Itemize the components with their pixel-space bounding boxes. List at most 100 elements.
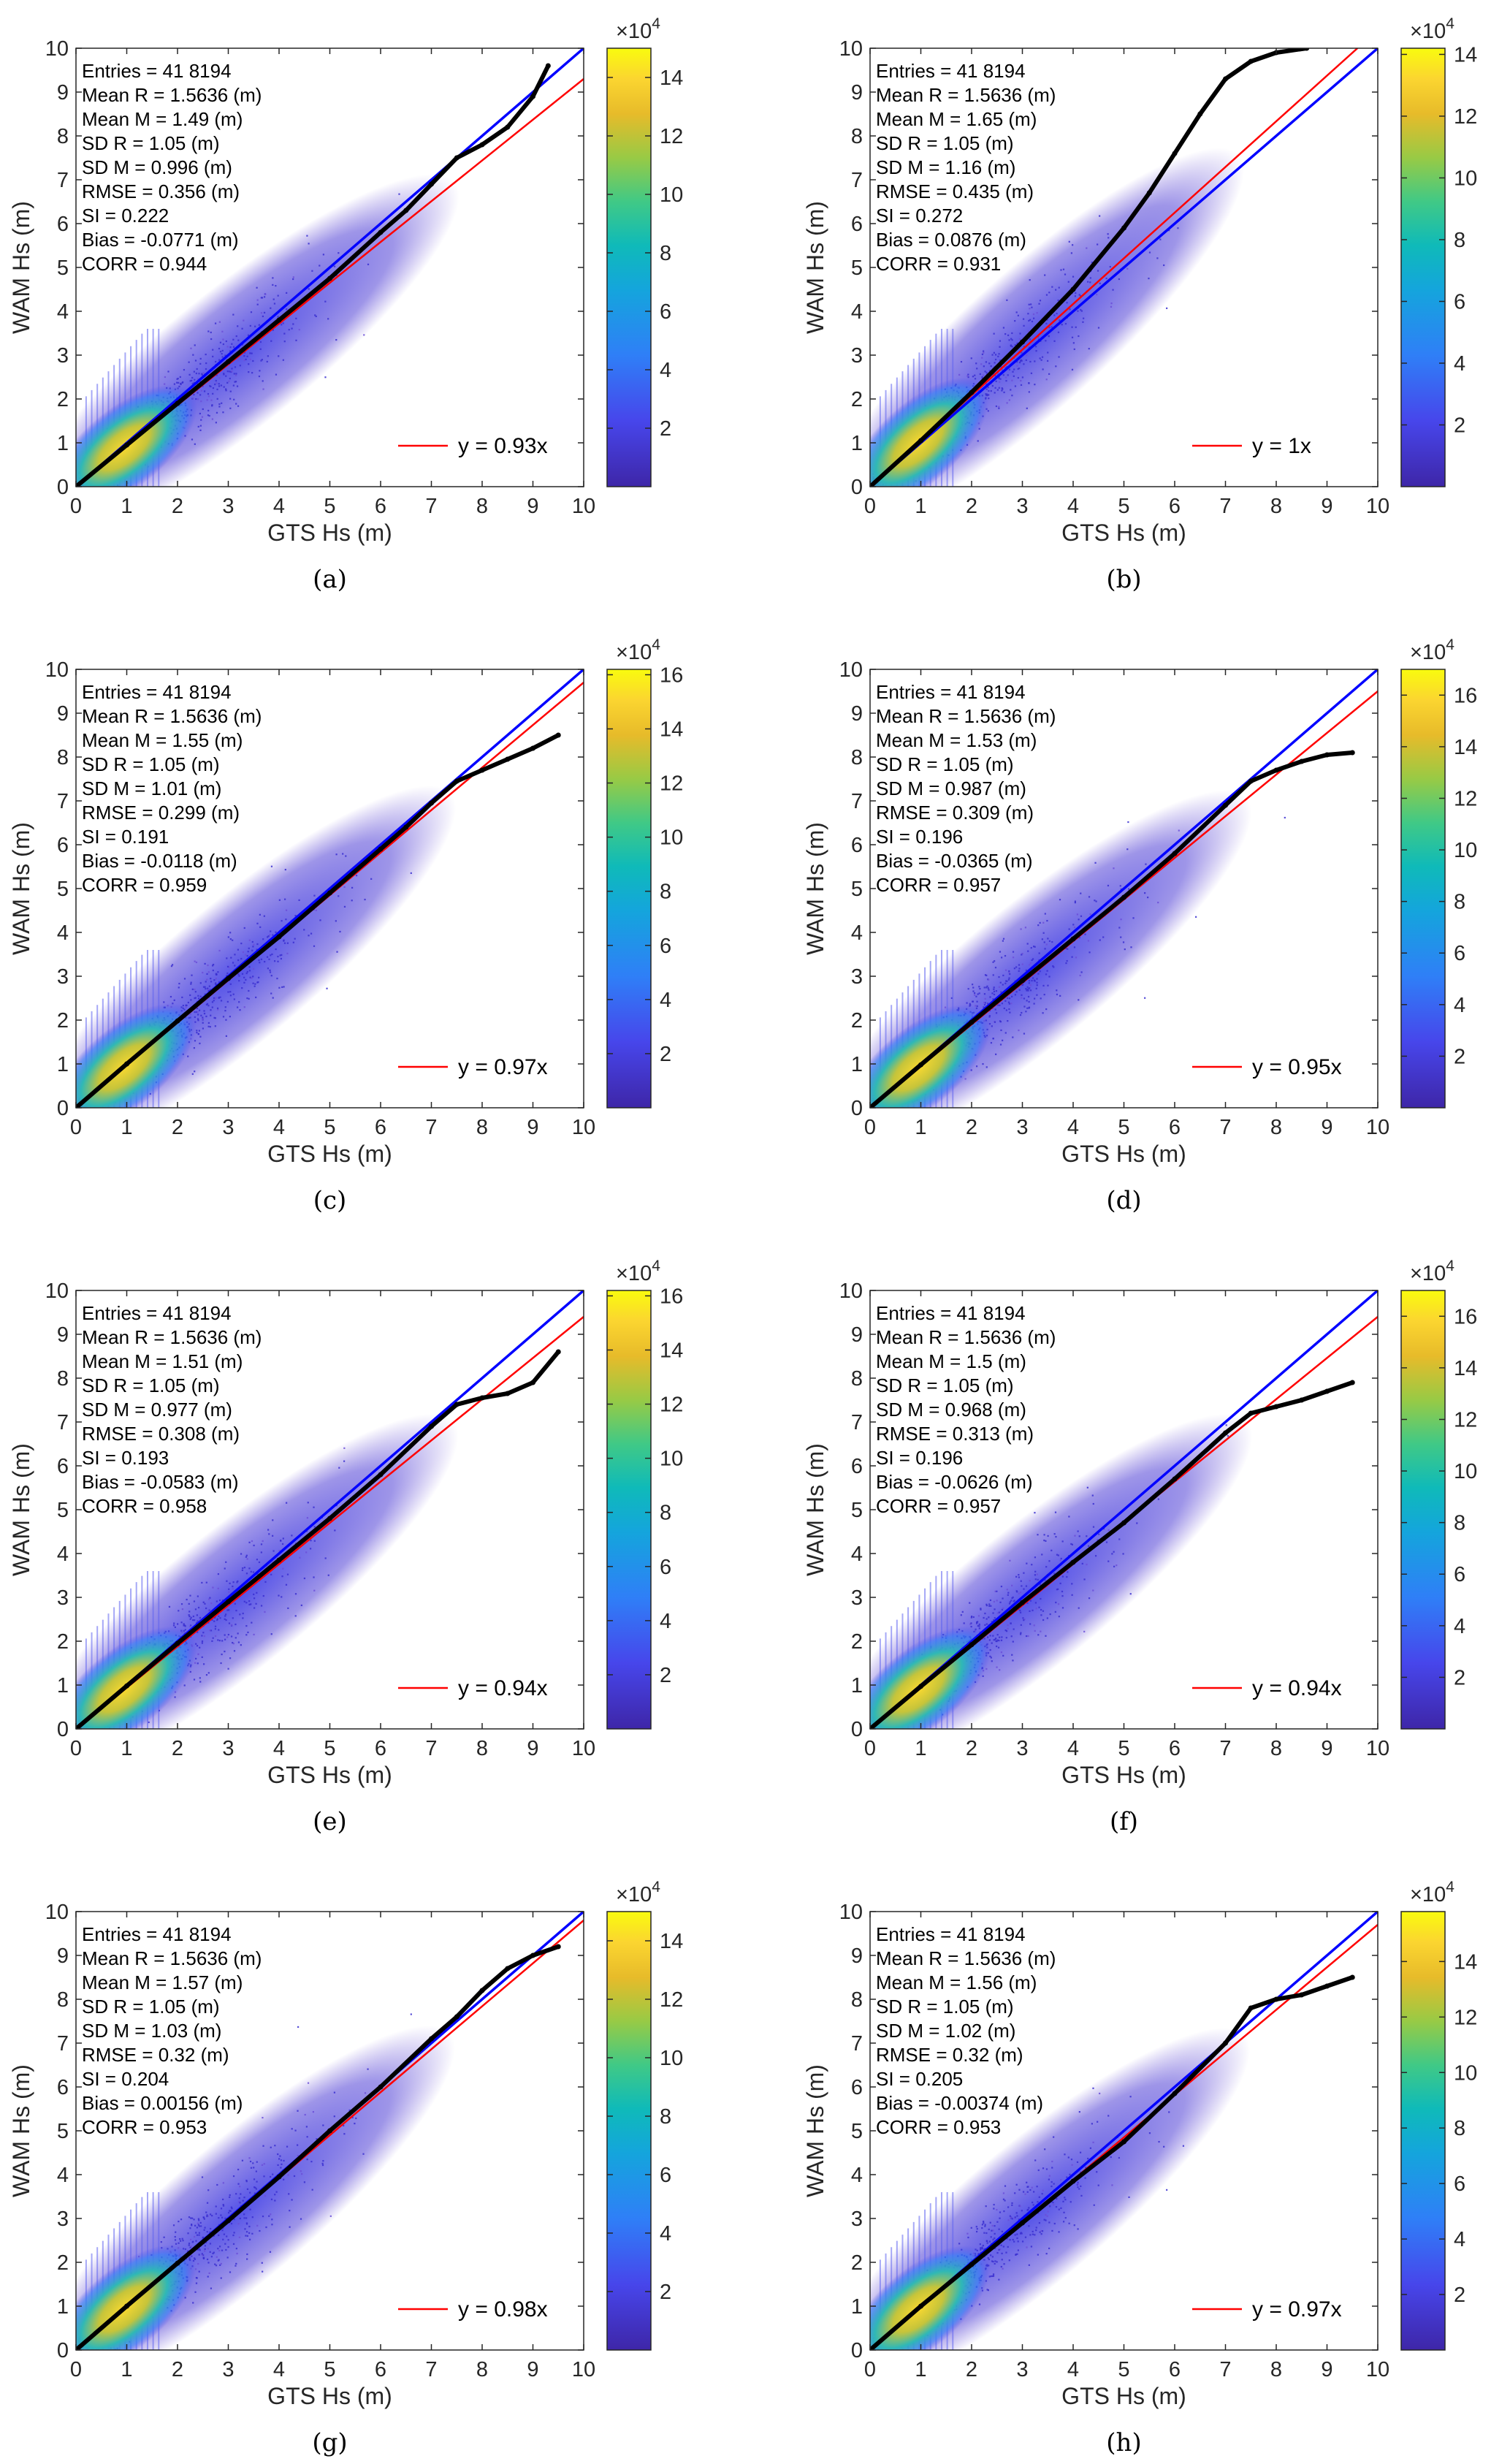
y-tick-label: 2	[57, 2251, 69, 2275]
y-tick-label: 1	[57, 1053, 69, 1076]
y-tick-label: 2	[851, 388, 863, 411]
colorbar-multiplier: ×104	[616, 1258, 660, 1285]
x-tick-label: 0	[864, 1116, 876, 1139]
stat-line: Bias = -0.0771 (m)	[82, 229, 239, 251]
x-tick-label: 8	[476, 2358, 488, 2381]
colorbar-tick-label: 10	[1454, 839, 1477, 862]
stat-line: Bias = -0.0118 (m)	[82, 850, 237, 872]
legend-label: y = 0.95x	[1252, 1055, 1342, 1079]
colorbar-tick-label: 10	[660, 1448, 683, 1471]
x-axis-label: GTS Hs (m)	[267, 520, 392, 546]
qq-point	[479, 1395, 485, 1401]
stat-line: Mean R = 1.5636 (m)	[82, 1947, 262, 1969]
x-tick-label: 9	[1321, 495, 1332, 518]
y-tick-label: 1	[57, 2295, 69, 2319]
qq-point	[403, 208, 409, 213]
colorbar-tick-label: 14	[660, 718, 683, 741]
y-tick-label: 0	[57, 476, 69, 499]
stat-line: CORR = 0.944	[82, 253, 207, 275]
x-tick-label: 1	[121, 2358, 132, 2381]
colorbar-tick-label: 12	[660, 1988, 683, 2012]
y-axis-label: WAM Hs (m)	[8, 1443, 34, 1576]
x-tick-label: 6	[375, 1116, 386, 1139]
y-tick-label: 3	[851, 344, 863, 368]
colorbar-tick-label: 12	[660, 1393, 683, 1417]
qq-markers	[870, 1380, 1355, 1729]
stat-line: Entries = 41 8194	[876, 1923, 1026, 1945]
identity-line	[76, 48, 584, 487]
qq-point	[175, 2260, 180, 2266]
panel-caption: (a)	[313, 565, 347, 594]
stat-line: Bias = 0.00156 (m)	[82, 2092, 243, 2114]
qq-point	[530, 1952, 535, 1958]
y-tick-label: 8	[851, 746, 863, 769]
colorbar-tick-label: 12	[660, 772, 683, 796]
stat-line: SI = 0.196	[876, 1447, 963, 1469]
colorbar-tick-label: 12	[1454, 1408, 1477, 1431]
colorbar: 2 4 6 8 10 12 14 16×104	[606, 636, 683, 1109]
stat-line: SI = 0.205	[876, 2068, 963, 2090]
colorbar-tick-label: 2	[1454, 2284, 1465, 2307]
legend: y = 0.94x	[388, 1672, 571, 1704]
qq-point	[918, 438, 923, 444]
qq-point	[1349, 1974, 1355, 1980]
y-tick-label: 5	[851, 878, 863, 901]
y-axis-label: WAM Hs (m)	[802, 1443, 828, 1576]
panel-caption: (c)	[313, 1186, 347, 1215]
colorbar-tick-label: 10	[1454, 167, 1477, 190]
x-tick-label: 6	[1169, 2358, 1181, 2381]
qq-point	[76, 1105, 79, 1108]
qq-point	[1223, 1430, 1228, 1436]
x-tick-label: 10	[1366, 495, 1389, 518]
y-tick-label: 6	[57, 213, 69, 236]
colorbar-tick-label: 14	[1454, 736, 1477, 759]
stat-line: CORR = 0.953	[82, 2116, 207, 2138]
qq-point	[429, 2036, 434, 2042]
qq-point	[1349, 1380, 1355, 1385]
colorbar-tick-label: 6	[1454, 1563, 1465, 1586]
panel-caption: (g)	[312, 2428, 347, 2457]
stat-line: SD M = 0.977 (m)	[82, 1399, 232, 1421]
qq-point	[1223, 2040, 1228, 2046]
colorbar-multiplier: ×104	[616, 636, 660, 664]
qq-point	[226, 359, 231, 365]
colorbar-tick-label: 10	[660, 826, 683, 850]
colorbar-tick-label: 2	[1454, 1666, 1465, 1689]
x-tick-label: 6	[375, 1737, 386, 1760]
x-tick-label: 7	[425, 1737, 437, 1760]
colorbar: 2 4 6 8 10 12 14 16×104	[606, 1258, 683, 1730]
colorbar-tick-label: 14	[660, 1930, 683, 1953]
stat-line: RMSE = 0.356 (m)	[82, 180, 240, 202]
qq-point	[1070, 1559, 1076, 1565]
qq-curve	[76, 733, 560, 1108]
x-tick-label: 5	[324, 1737, 335, 1760]
stat-line: SD R = 1.05 (m)	[82, 132, 220, 154]
qq-point	[1172, 851, 1178, 856]
x-tick-label: 3	[222, 1116, 234, 1139]
stat-line: SD M = 1.02 (m)	[876, 2020, 1015, 2042]
qq-point	[1121, 1520, 1126, 1526]
qq-point	[1223, 76, 1228, 82]
stat-line: SI = 0.196	[876, 826, 963, 848]
qq-point	[555, 1944, 561, 1950]
x-tick-label: 7	[425, 2358, 437, 2381]
stat-line: RMSE = 0.32 (m)	[876, 2044, 1023, 2066]
stat-line: SD R = 1.05 (m)	[876, 1996, 1014, 2018]
y-tick-label: 5	[851, 256, 863, 280]
y-tick-label: 5	[851, 1499, 863, 1522]
legend-label: y = 0.94x	[1252, 1676, 1342, 1700]
x-tick-label: 8	[1270, 1116, 1282, 1139]
qq-point	[1172, 1476, 1178, 1482]
stat-line: RMSE = 0.435 (m)	[876, 180, 1034, 202]
colorbar-multiplier: ×104	[1410, 1879, 1454, 1906]
stat-line: SD R = 1.05 (m)	[82, 1374, 220, 1396]
qq-point	[175, 400, 180, 406]
stat-line: Mean R = 1.5636 (m)	[82, 1326, 262, 1348]
x-tick-label: 2	[966, 1116, 977, 1139]
y-tick-label: 2	[57, 388, 69, 411]
x-tick-label: 9	[527, 1737, 538, 1760]
y-tick-label: 10	[45, 1279, 69, 1303]
stat-line: Entries = 41 8194	[876, 60, 1026, 82]
